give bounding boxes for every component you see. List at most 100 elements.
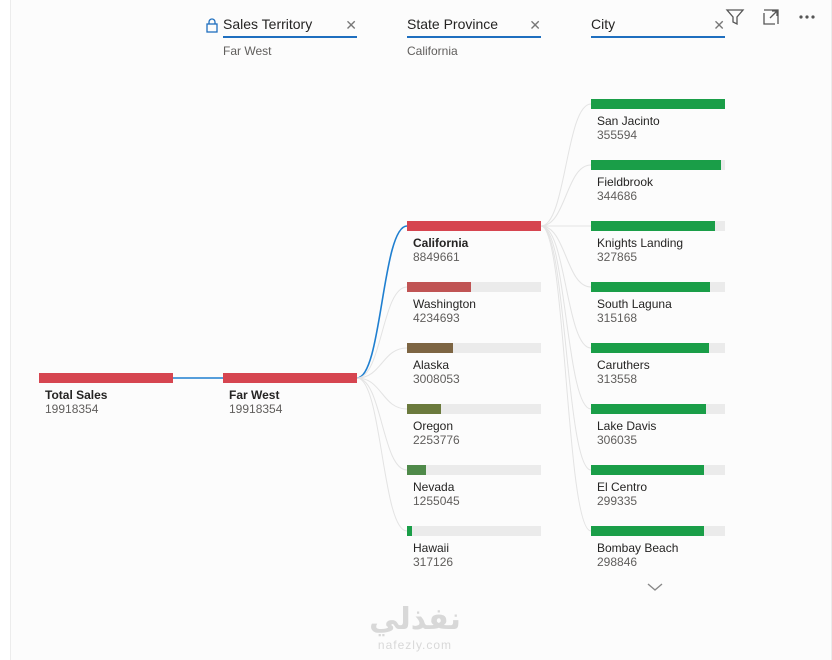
- bar-track: [223, 373, 357, 383]
- node-value: 4234693: [413, 311, 460, 325]
- bar-track: [591, 221, 725, 231]
- node-label: Nevada: [413, 480, 455, 494]
- bar-fill: [591, 160, 721, 170]
- bar-fill: [407, 282, 472, 292]
- connector: [540, 225, 592, 532]
- watermark: نفذلي nafezly.com: [360, 604, 470, 653]
- connector: [540, 225, 592, 288]
- connector: [356, 377, 408, 471]
- bar-track: [591, 99, 725, 109]
- bar-track: [407, 526, 541, 536]
- tree-node[interactable]: Alaska 3008053: [407, 343, 541, 386]
- bar-fill: [407, 221, 541, 231]
- node-label: Washington: [413, 297, 476, 311]
- node-label: Far West: [229, 388, 280, 402]
- connector: [540, 164, 592, 227]
- header-title: Sales Territory: [223, 16, 313, 32]
- bar-fill: [591, 343, 710, 353]
- more-options-icon[interactable]: [796, 6, 818, 28]
- tree-node[interactable]: Hawaii 317126: [407, 526, 541, 569]
- bar-fill: [223, 373, 357, 383]
- expand-icon[interactable]: [760, 6, 782, 28]
- node-value: 355594: [597, 128, 638, 142]
- bar-fill: [407, 404, 442, 414]
- tree-node[interactable]: San Jacinto 355594: [591, 99, 725, 142]
- connector: [356, 286, 408, 379]
- close-icon[interactable]: ✕: [529, 17, 541, 33]
- node-value: 298846: [597, 555, 638, 569]
- filter-icon[interactable]: [724, 6, 746, 28]
- node-value: 327865: [597, 250, 638, 264]
- connector: [356, 347, 408, 379]
- tree-node[interactable]: California 8849661: [407, 221, 541, 264]
- node-value: 8849661: [413, 250, 460, 264]
- header-filter-value: California: [407, 44, 458, 58]
- bar-fill: [591, 221, 715, 231]
- decomposition-tree-visual: [10, 0, 832, 660]
- node-value: 344686: [597, 189, 638, 203]
- tree-node[interactable]: Far West 19918354: [223, 373, 357, 416]
- node-value: 317126: [413, 555, 454, 569]
- bar-fill: [407, 526, 412, 536]
- node-value: 19918354: [229, 402, 283, 416]
- bar-fill: [591, 99, 725, 109]
- bar-fill: [39, 373, 173, 383]
- node-value: 3008053: [413, 372, 460, 386]
- node-label: El Centro: [597, 480, 648, 494]
- node-label: Lake Davis: [597, 419, 657, 433]
- bar-track: [407, 282, 541, 292]
- node-label: South Laguna: [597, 297, 672, 311]
- header-sales-territory[interactable]: Sales Territory ✕ Far West: [206, 14, 357, 58]
- tree-node[interactable]: Oregon 2253776: [407, 404, 541, 447]
- close-icon[interactable]: ✕: [345, 17, 357, 33]
- node-label: California: [413, 236, 469, 250]
- connector: [356, 377, 408, 532]
- connector: [540, 225, 592, 410]
- bar-track: [407, 404, 541, 414]
- visual-header-toolbar: [724, 6, 818, 28]
- header-state-province[interactable]: State Province ✕ California: [407, 14, 541, 58]
- close-icon[interactable]: ✕: [713, 17, 725, 33]
- connector: [540, 225, 592, 349]
- bar-fill: [407, 465, 426, 475]
- tree-node[interactable]: Caruthers 313558: [591, 343, 725, 386]
- bar-fill: [591, 465, 704, 475]
- header-title: City: [591, 16, 616, 32]
- node-label: Fieldbrook: [597, 175, 654, 189]
- tree-node[interactable]: Lake Davis 306035: [591, 404, 725, 447]
- header-title: State Province: [407, 16, 499, 32]
- header-filter-value: Far West: [223, 44, 272, 58]
- node-value: 1255045: [413, 494, 460, 508]
- header-city[interactable]: City ✕: [591, 14, 725, 44]
- tree-node[interactable]: Bombay Beach 298846: [591, 526, 725, 569]
- node-value: 299335: [597, 494, 638, 508]
- node-value: 315168: [597, 311, 638, 325]
- bar-track: [591, 526, 725, 536]
- node-label: Total Sales: [45, 388, 108, 402]
- lock-icon: [206, 18, 218, 38]
- bar-fill: [407, 343, 453, 353]
- tree-node[interactable]: El Centro 299335: [591, 465, 725, 508]
- node-value: 313558: [597, 372, 638, 386]
- active-connector: [356, 225, 408, 379]
- bar-track: [591, 404, 725, 414]
- bar-track: [591, 465, 725, 475]
- tree-node[interactable]: Nevada 1255045: [407, 465, 541, 508]
- tree-node[interactable]: Total Sales 19918354: [39, 373, 173, 416]
- bar-track: [591, 160, 725, 170]
- tree-node[interactable]: Knights Landing 327865: [591, 221, 725, 264]
- tree-node[interactable]: Washington 4234693: [407, 282, 541, 325]
- chevron-down-icon[interactable]: [646, 580, 664, 598]
- connector: [540, 225, 592, 471]
- node-label: Caruthers: [597, 358, 650, 372]
- node-label: San Jacinto: [597, 114, 660, 128]
- node-value: 306035: [597, 433, 638, 447]
- bar-fill: [591, 526, 704, 536]
- tree-node[interactable]: Fieldbrook 344686: [591, 160, 725, 203]
- tree-node[interactable]: South Laguna 315168: [591, 282, 725, 325]
- node-value: 19918354: [45, 402, 99, 416]
- bar-fill: [591, 404, 707, 414]
- node-label: Knights Landing: [597, 236, 684, 250]
- bar-track: [591, 282, 725, 292]
